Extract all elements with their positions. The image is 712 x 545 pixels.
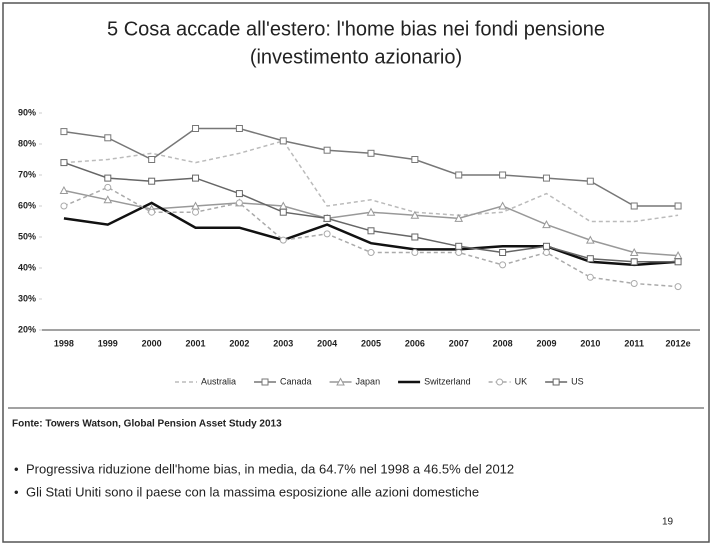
- legend-label: Switzerland: [424, 376, 471, 386]
- page-number: 19: [662, 517, 674, 528]
- legend-label: US: [571, 376, 584, 386]
- marker: [367, 227, 375, 235]
- x-tick-label: 2004: [317, 338, 337, 348]
- marker: [279, 208, 287, 216]
- x-tick-label: 2000: [142, 338, 162, 348]
- marker: [323, 214, 331, 222]
- x-tick-label: 2007: [449, 338, 469, 348]
- x-tick-label: 2008: [493, 338, 513, 348]
- note: Gli Stati Uniti sono il paese con la mas…: [26, 484, 479, 499]
- note: Progressiva riduzione dell'home bias, in…: [26, 461, 514, 476]
- marker: [586, 273, 594, 281]
- y-tick-label: 50%: [18, 231, 36, 241]
- x-tick-label: 1998: [54, 338, 74, 348]
- x-tick-label: 2012e: [666, 338, 691, 348]
- x-tick-label: 2010: [580, 338, 600, 348]
- marker: [499, 171, 507, 179]
- bullet: •: [14, 461, 19, 476]
- marker: [454, 213, 464, 222]
- y-tick-label: 40%: [18, 262, 36, 272]
- legend-label: Australia: [201, 376, 236, 386]
- marker: [366, 207, 376, 216]
- marker: [455, 249, 463, 256]
- marker: [455, 242, 463, 250]
- marker: [411, 233, 419, 241]
- marker: [674, 283, 682, 291]
- y-tick-label: 80%: [18, 138, 36, 148]
- marker: [498, 201, 507, 210]
- y-tick-label: 90%: [18, 107, 36, 117]
- marker: [630, 280, 638, 287]
- bullet: •: [14, 484, 19, 499]
- marker: [367, 249, 375, 256]
- marker: [586, 255, 594, 263]
- y-tick-label: 60%: [18, 200, 36, 210]
- marker: [261, 378, 269, 386]
- x-tick-label: 2005: [361, 338, 381, 348]
- marker: [192, 125, 200, 132]
- chart-title: 5 Cosa accade all'estero: l'home bias ne…: [107, 18, 605, 40]
- source: Fonte: Towers Watson, Global Pension Ass…: [12, 419, 282, 430]
- marker: [674, 202, 682, 210]
- marker: [585, 235, 595, 244]
- y-tick-label: 70%: [18, 169, 36, 179]
- marker: [674, 258, 682, 266]
- x-tick-label: 2003: [273, 338, 293, 348]
- marker: [542, 174, 550, 182]
- x-tick-label: 2001: [186, 338, 206, 348]
- marker: [60, 128, 68, 136]
- x-tick-label: 2002: [229, 338, 249, 348]
- marker: [586, 177, 594, 185]
- marker: [235, 190, 243, 198]
- marker: [104, 183, 112, 191]
- marker: [630, 202, 638, 210]
- marker: [542, 242, 550, 250]
- marker: [455, 171, 463, 179]
- marker: [542, 220, 551, 229]
- marker: [60, 202, 68, 210]
- legend-label: Japan: [356, 376, 381, 386]
- marker: [496, 378, 504, 386]
- marker: [60, 159, 68, 167]
- marker: [552, 378, 560, 386]
- marker: [323, 230, 331, 238]
- marker: [499, 249, 507, 256]
- marker: [148, 177, 156, 185]
- marker: [411, 249, 419, 256]
- marker: [103, 195, 113, 204]
- x-tick-label: 2011: [624, 338, 644, 348]
- y-tick-label: 30%: [18, 293, 36, 303]
- marker: [629, 247, 639, 256]
- marker: [235, 125, 243, 132]
- x-tick-label: 2009: [536, 338, 556, 348]
- marker: [235, 199, 243, 207]
- marker: [367, 149, 375, 157]
- legend-label: Canada: [280, 376, 312, 386]
- marker: [410, 210, 420, 219]
- legend-label: UK: [515, 376, 528, 386]
- y-tick-label: 20%: [18, 324, 36, 334]
- marker: [279, 137, 287, 145]
- marker: [499, 261, 507, 269]
- marker: [59, 185, 69, 194]
- marker: [148, 156, 156, 163]
- marker: [104, 174, 112, 182]
- marker: [411, 156, 419, 163]
- marker: [323, 146, 331, 154]
- marker: [630, 258, 638, 266]
- marker: [192, 174, 200, 182]
- marker: [148, 208, 156, 216]
- x-tick-label: 1999: [98, 338, 118, 348]
- series-line: [63, 140, 679, 223]
- series-line: [63, 201, 679, 267]
- chart-subtitle: (investimento azionario): [250, 46, 462, 68]
- x-tick-label: 2006: [405, 338, 425, 348]
- marker: [279, 236, 287, 244]
- marker: [542, 249, 550, 256]
- marker: [192, 208, 200, 216]
- marker: [336, 377, 345, 386]
- marker: [104, 134, 112, 142]
